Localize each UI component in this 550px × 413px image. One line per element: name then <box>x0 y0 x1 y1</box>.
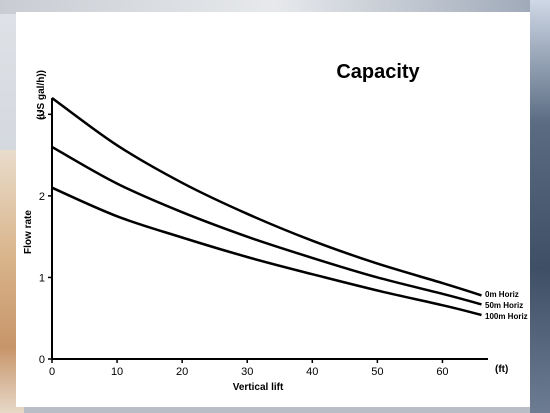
x-tick-label: 30 <box>241 366 253 378</box>
x-tick-label: 40 <box>306 366 318 378</box>
series-label-1: 50m Horiz <box>485 301 523 310</box>
x-tick-label: 10 <box>111 366 123 378</box>
chart-title: Capacity <box>336 61 420 83</box>
y-unit-label: (US gal/h)) <box>36 70 47 120</box>
x-tick-label: 50 <box>371 366 383 378</box>
y-tick-label: 0 <box>39 354 45 366</box>
series-line-0 <box>51 96 482 297</box>
y-tick-label: 3 <box>39 109 45 121</box>
x-tick-label: 60 <box>436 366 448 378</box>
series-label-0: 0m Horiz <box>485 290 519 299</box>
series-line-1 <box>51 145 482 306</box>
x-axis-label: Vertical lift <box>233 382 284 393</box>
y-tick-label: 1 <box>39 272 45 284</box>
x-unit-label: (ft) <box>495 364 508 375</box>
x-tick-label: 20 <box>176 366 188 378</box>
background-right <box>530 0 550 413</box>
background-top <box>0 0 550 14</box>
x-tick-label: 0 <box>49 366 55 378</box>
y-tick-label: 2 <box>39 191 45 203</box>
series-line-2 <box>51 186 482 317</box>
y-axis-label: Flow rate <box>23 210 34 254</box>
series-label-2: 100m Horiz <box>485 312 528 321</box>
